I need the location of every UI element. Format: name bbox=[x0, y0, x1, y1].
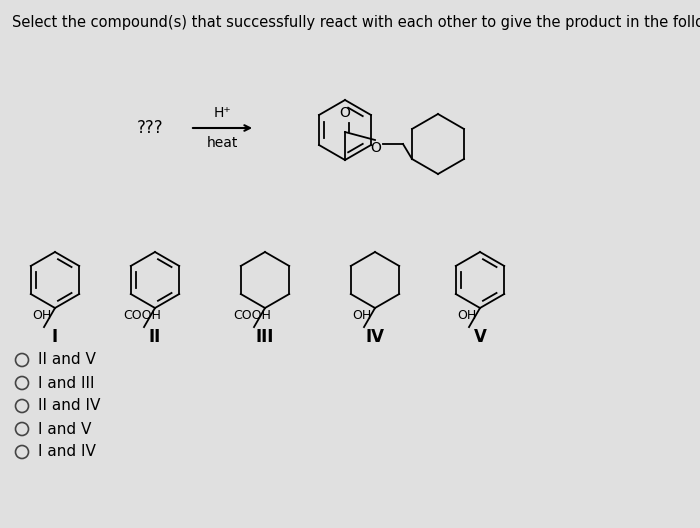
Text: II: II bbox=[149, 328, 161, 346]
Text: ???: ??? bbox=[136, 119, 163, 137]
Text: I and V: I and V bbox=[38, 421, 92, 437]
Text: O: O bbox=[340, 106, 351, 120]
Text: I and III: I and III bbox=[38, 375, 94, 391]
Text: I: I bbox=[52, 328, 58, 346]
Text: I and IV: I and IV bbox=[38, 445, 96, 459]
Text: heat: heat bbox=[206, 136, 238, 150]
Text: COOH: COOH bbox=[123, 309, 161, 322]
Text: H⁺: H⁺ bbox=[214, 106, 231, 120]
Text: IV: IV bbox=[365, 328, 384, 346]
Text: OH: OH bbox=[32, 309, 52, 322]
Text: OH: OH bbox=[457, 309, 477, 322]
Text: V: V bbox=[474, 328, 486, 346]
Text: COOH: COOH bbox=[233, 309, 271, 322]
Text: O: O bbox=[370, 141, 382, 155]
Text: Select the compound(s) that successfully react with each other to give the produ: Select the compound(s) that successfully… bbox=[12, 15, 700, 30]
Text: OH: OH bbox=[352, 309, 372, 322]
Text: II and V: II and V bbox=[38, 353, 96, 367]
Text: III: III bbox=[256, 328, 274, 346]
Text: II and IV: II and IV bbox=[38, 399, 100, 413]
